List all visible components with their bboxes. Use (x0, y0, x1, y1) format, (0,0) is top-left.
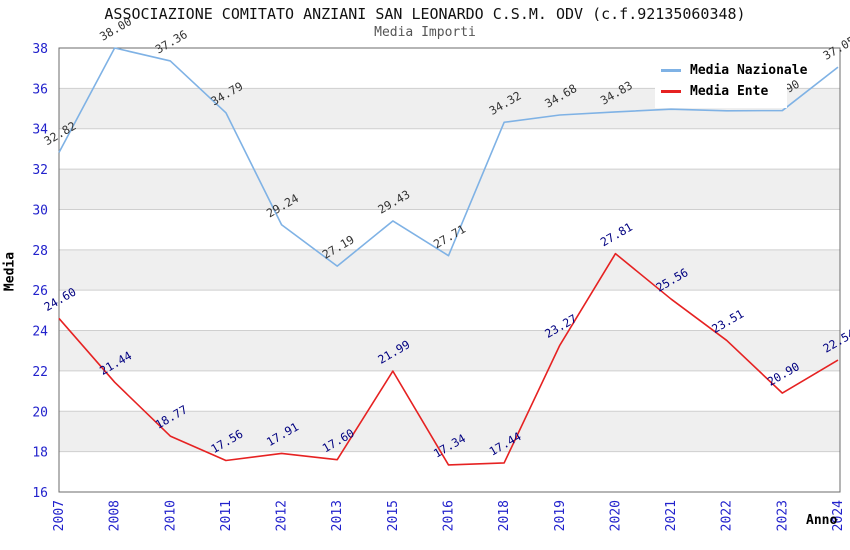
legend-item-media-nazionale: Media Nazionale (661, 60, 807, 81)
svg-text:2011: 2011 (219, 500, 234, 531)
svg-text:2012: 2012 (275, 500, 290, 531)
legend-line-sample-ente (661, 90, 681, 93)
legend: Media Nazionale Media Ente (655, 54, 807, 108)
plot-bands (59, 88, 840, 452)
legend-item-media-ente: Media Ente (661, 81, 783, 102)
plot-frame (58, 47, 841, 493)
y-axis-tick-labels: 16 18 20 22 24 26 28 30 32 34 36 38 (32, 42, 48, 501)
svg-text:2016: 2016 (442, 500, 457, 531)
svg-text:36: 36 (32, 82, 48, 97)
series-line-media-ente (58, 252, 839, 466)
svg-text:32: 32 (32, 163, 48, 178)
svg-text:26: 26 (32, 284, 48, 299)
chart-title: ASSOCIAZIONE COMITATO ANZIANI SAN LEONAR… (104, 5, 746, 23)
svg-text:2020: 2020 (608, 500, 623, 531)
svg-text:38: 38 (32, 42, 48, 57)
svg-text:24: 24 (32, 325, 48, 340)
legend-line-sample-nazionale (661, 69, 681, 72)
svg-text:2007: 2007 (52, 500, 67, 531)
svg-text:2010: 2010 (163, 500, 178, 531)
svg-text:27.71: 27.71 (431, 222, 468, 251)
series-line-media-nazionale (58, 47, 839, 267)
x-axis-title: Anno (806, 513, 838, 528)
svg-text:2015: 2015 (386, 500, 401, 531)
x-axis-tick-labels: 2007 2008 2010 2011 2012 2013 2015 2016 2018 2019… (52, 500, 846, 531)
svg-text:2021: 2021 (664, 500, 679, 531)
svg-text:2008: 2008 (108, 500, 123, 531)
svg-text:16: 16 (32, 486, 48, 501)
legend-label-nazionale: Media Nazionale (690, 63, 808, 78)
svg-text:2019: 2019 (553, 500, 568, 531)
legend-label-ente: Media Ente (690, 84, 769, 99)
svg-text:28: 28 (32, 244, 48, 259)
svg-text:27.81: 27.81 (598, 220, 635, 249)
svg-text:18: 18 (32, 446, 48, 461)
svg-text:34: 34 (32, 123, 48, 138)
svg-text:20: 20 (32, 405, 48, 420)
y-axis-title: Media (2, 251, 18, 292)
svg-text:2018: 2018 (497, 500, 512, 531)
chart-subtitle: Media Importi (374, 25, 476, 40)
svg-text:2023: 2023 (775, 500, 790, 531)
svg-text:2013: 2013 (330, 500, 345, 531)
svg-text:30: 30 (32, 203, 48, 218)
svg-text:2022: 2022 (720, 500, 735, 531)
svg-text:22: 22 (32, 365, 48, 380)
svg-text:2024: 2024 (831, 500, 846, 531)
